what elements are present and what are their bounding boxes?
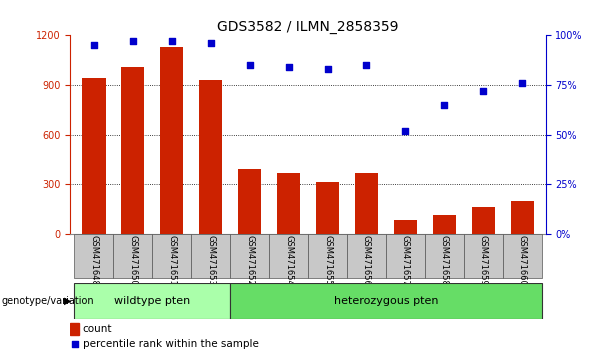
FancyBboxPatch shape <box>347 234 386 278</box>
Text: ▶: ▶ <box>64 296 71 306</box>
Bar <box>355 172 378 234</box>
FancyBboxPatch shape <box>464 234 503 278</box>
Point <box>206 40 216 46</box>
Point <box>517 80 527 86</box>
Bar <box>70 324 79 335</box>
Point <box>362 62 371 68</box>
Text: GSM471657: GSM471657 <box>401 235 410 286</box>
FancyBboxPatch shape <box>113 234 152 278</box>
Point <box>70 341 80 347</box>
Bar <box>199 80 223 234</box>
Point <box>440 102 449 108</box>
Bar <box>160 47 183 234</box>
Text: GSM471651: GSM471651 <box>167 235 177 286</box>
Title: GDS3582 / ILMN_2858359: GDS3582 / ILMN_2858359 <box>217 21 399 34</box>
Text: GSM471654: GSM471654 <box>284 235 293 286</box>
Bar <box>471 207 495 234</box>
Bar <box>316 182 339 234</box>
FancyBboxPatch shape <box>230 283 542 319</box>
Point <box>89 42 99 48</box>
Text: GSM471656: GSM471656 <box>362 235 371 286</box>
FancyBboxPatch shape <box>74 234 113 278</box>
Bar <box>82 78 105 234</box>
Bar <box>238 169 261 234</box>
Bar <box>394 221 417 234</box>
Text: count: count <box>83 324 112 334</box>
Point <box>284 64 294 70</box>
Text: genotype/variation: genotype/variation <box>1 296 94 306</box>
Bar <box>433 216 456 234</box>
Point <box>128 39 138 44</box>
Point <box>400 128 410 133</box>
Text: percentile rank within the sample: percentile rank within the sample <box>83 339 259 349</box>
Bar <box>277 172 300 234</box>
Point <box>322 66 332 72</box>
FancyBboxPatch shape <box>230 234 269 278</box>
FancyBboxPatch shape <box>191 234 230 278</box>
Text: GSM471658: GSM471658 <box>440 235 449 286</box>
FancyBboxPatch shape <box>386 234 425 278</box>
FancyBboxPatch shape <box>425 234 464 278</box>
Point <box>478 88 488 94</box>
FancyBboxPatch shape <box>74 283 230 319</box>
Text: heterozygous pten: heterozygous pten <box>333 296 438 306</box>
Text: GSM471659: GSM471659 <box>479 235 488 286</box>
Point <box>245 62 254 68</box>
FancyBboxPatch shape <box>269 234 308 278</box>
FancyBboxPatch shape <box>152 234 191 278</box>
Bar <box>511 201 534 234</box>
Text: GSM471655: GSM471655 <box>323 235 332 286</box>
Text: GSM471652: GSM471652 <box>245 235 254 286</box>
FancyBboxPatch shape <box>308 234 347 278</box>
Point <box>167 39 177 44</box>
Text: wildtype pten: wildtype pten <box>114 296 191 306</box>
Text: GSM471648: GSM471648 <box>89 235 98 286</box>
FancyBboxPatch shape <box>503 234 542 278</box>
Text: GSM471653: GSM471653 <box>206 235 215 286</box>
Bar <box>121 67 145 234</box>
Text: GSM471650: GSM471650 <box>128 235 137 286</box>
Text: GSM471660: GSM471660 <box>518 235 527 286</box>
